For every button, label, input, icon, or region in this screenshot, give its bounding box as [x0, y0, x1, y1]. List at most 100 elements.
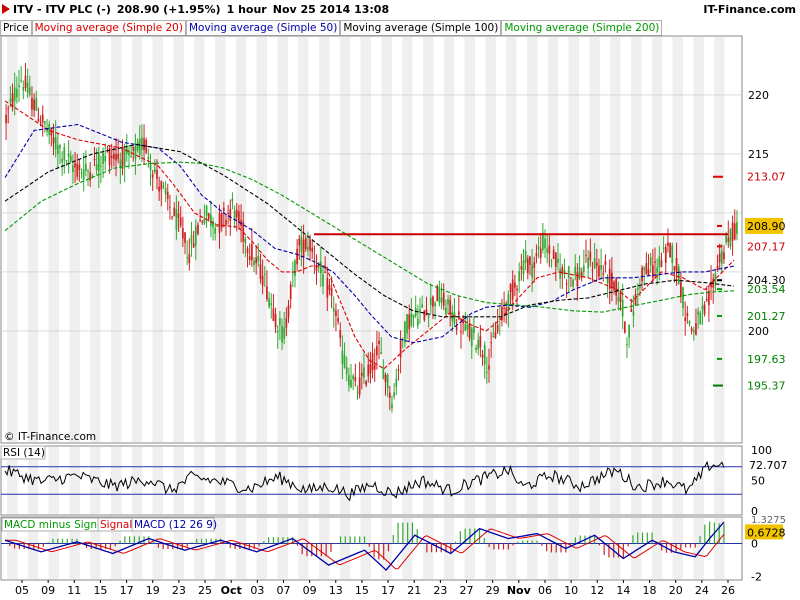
x-tick-label: 17 — [120, 584, 134, 597]
candle-body — [121, 146, 124, 169]
session-stripe — [90, 447, 101, 514]
candle-body — [169, 206, 171, 208]
candle-body — [268, 298, 270, 307]
candle-body — [524, 250, 527, 263]
candle-body — [363, 367, 365, 378]
candle-body — [350, 379, 352, 388]
candle-body — [522, 260, 525, 275]
candle-body — [22, 86, 25, 91]
candle-body — [692, 330, 695, 333]
candle-body — [438, 288, 441, 303]
candle-body — [393, 392, 395, 397]
candle-body — [317, 262, 320, 268]
candle-body — [708, 290, 710, 306]
x-tick-label: 10 — [564, 584, 578, 597]
timeframe-label: 1 hour — [226, 3, 267, 16]
candle-body — [561, 267, 564, 275]
candle-body — [636, 288, 639, 290]
candle-body — [535, 253, 538, 257]
session-stripe — [319, 37, 330, 442]
candle-body — [166, 191, 169, 199]
candle-body — [160, 181, 163, 190]
candle-body — [147, 156, 150, 160]
candle-body — [570, 277, 572, 279]
candle-body — [466, 324, 469, 330]
candle-body — [72, 165, 74, 172]
candle-body — [516, 288, 518, 291]
candle-body — [259, 264, 262, 280]
session-stripe — [506, 447, 517, 514]
x-tick-label: 23 — [172, 584, 186, 597]
ma-line-200 — [4, 161, 735, 313]
candle-body — [128, 150, 130, 156]
x-tick-label: Oct — [221, 584, 242, 597]
candle-body — [130, 155, 132, 157]
candle-body — [231, 198, 234, 202]
candle-body — [557, 258, 559, 263]
candle-body — [391, 403, 393, 409]
rsi-tick-label: 100 — [751, 444, 772, 457]
candle-body — [69, 155, 72, 163]
candle-body — [669, 243, 671, 258]
x-tick-label: 05 — [15, 584, 29, 597]
candle-body — [291, 272, 294, 274]
candle-body — [24, 75, 27, 88]
macd-legend-box — [131, 517, 215, 532]
candle-body — [266, 286, 268, 300]
candle-body — [192, 243, 195, 248]
candle-body — [611, 272, 613, 288]
candle-body — [639, 286, 641, 289]
session-stripe — [631, 447, 642, 514]
session-stripe — [194, 447, 205, 514]
candle-body — [270, 302, 273, 306]
candle-body — [117, 153, 120, 159]
candle-body — [511, 279, 514, 300]
session-stripe — [27, 447, 39, 514]
candle-body — [173, 207, 176, 217]
candle-body — [188, 254, 191, 264]
session-stripe — [402, 37, 413, 442]
session-stripe — [693, 518, 704, 579]
level-label: 213.07 — [747, 171, 786, 184]
candle-body — [591, 269, 594, 271]
candle-body — [688, 320, 691, 324]
candle-body — [82, 169, 85, 180]
session-stripe — [610, 447, 621, 514]
candle-body — [110, 155, 113, 159]
x-tick-label: 20 — [669, 584, 683, 597]
session-stripe — [298, 447, 309, 514]
session-stripe — [319, 518, 330, 579]
x-tick-label: 23 — [433, 584, 447, 597]
session-stripe — [547, 37, 559, 442]
candle-body — [552, 249, 555, 260]
macd-tick-label: -2 — [751, 571, 762, 584]
candle-body — [550, 260, 553, 262]
candle-body — [95, 164, 98, 171]
candle-body — [304, 238, 307, 250]
level-label: 197.63 — [747, 353, 786, 366]
candle-body — [680, 282, 682, 297]
session-stripe — [194, 37, 205, 442]
session-stripe — [27, 37, 39, 442]
macd-line — [4, 521, 725, 572]
session-stripe — [651, 447, 663, 514]
candle-body — [242, 221, 245, 242]
candle-body — [41, 114, 44, 123]
session-stripe — [27, 518, 39, 579]
candle-body — [250, 244, 253, 261]
candle-body — [382, 367, 385, 379]
session-stripe — [152, 37, 163, 442]
candle-body — [341, 350, 344, 364]
session-stripe — [568, 37, 579, 442]
candle-body — [509, 284, 512, 293]
candle-body — [723, 252, 725, 260]
price-tick-label: 220 — [748, 89, 769, 102]
session-stripe — [693, 447, 704, 514]
x-tick-label: 06 — [538, 584, 552, 597]
session-stripe — [111, 518, 122, 579]
candle-body — [134, 146, 137, 159]
candle-body — [330, 288, 333, 297]
candle-body — [585, 254, 587, 256]
macd-last-value: 0.6728 — [747, 526, 786, 539]
session-stripe — [589, 518, 600, 579]
